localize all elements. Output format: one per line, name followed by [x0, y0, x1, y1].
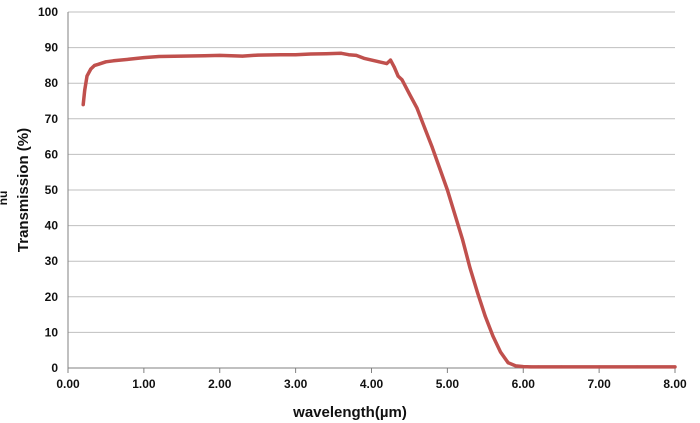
x-tick-label: 5.00: [436, 377, 460, 391]
data-point: [324, 52, 328, 56]
series-layer: [81, 51, 677, 369]
data-point: [468, 266, 472, 270]
data-point: [388, 58, 392, 62]
data-point: [400, 78, 404, 82]
y-tick-label: 90: [45, 41, 59, 55]
data-point: [89, 67, 93, 71]
data-point: [354, 53, 358, 57]
data-point: [430, 145, 434, 149]
y-tick-label: 30: [45, 254, 59, 268]
series-line: [81, 51, 677, 369]
y-tick-label: 0: [51, 361, 58, 375]
x-tick-label: 3.00: [284, 377, 308, 391]
data-point: [536, 365, 540, 369]
data-point: [93, 63, 97, 67]
y-tick-label: 50: [45, 183, 59, 197]
x-tick-label: 4.00: [360, 377, 384, 391]
y-tick-label: 40: [45, 219, 59, 233]
data-point: [453, 213, 457, 217]
data-point: [104, 60, 108, 64]
data-point: [218, 53, 222, 57]
data-point: [483, 314, 487, 318]
data-point: [476, 291, 480, 295]
data-point: [347, 53, 351, 57]
data-point: [377, 60, 381, 64]
y-tick-label: 60: [45, 147, 59, 161]
data-point: [396, 74, 400, 78]
data-point: [309, 52, 313, 56]
x-tick-label: 6.00: [512, 377, 536, 391]
data-point: [445, 188, 449, 192]
data-point: [392, 65, 396, 69]
data-point: [559, 365, 563, 369]
data-point: [81, 103, 85, 107]
data-point: [521, 365, 525, 369]
data-point: [370, 58, 373, 62]
x-tick-label: 2.00: [208, 377, 232, 391]
x-tick-label: 0.00: [56, 377, 80, 391]
data-point: [597, 365, 601, 369]
y-tick-label: 100: [38, 5, 58, 19]
y-tick-label: 70: [45, 112, 59, 126]
data-point: [85, 74, 89, 78]
data-point: [157, 55, 161, 58]
y-tick-label: 20: [45, 290, 59, 304]
data-point: [112, 59, 116, 63]
data-point: [278, 53, 282, 57]
data-point: [339, 51, 343, 55]
data-point: [635, 365, 639, 369]
tick-labels: 0 10 20 30 40 50 60 70 80 90 100 0.00 1.00 2.00 3.00 4.…: [38, 5, 687, 391]
x-axis-title: wavelength(µm): [292, 404, 407, 421]
y-tick-label: 80: [45, 76, 59, 90]
clipped-label: nu: [0, 191, 10, 206]
data-point: [83, 88, 87, 92]
data-point: [385, 62, 389, 66]
data-point: [256, 53, 260, 57]
data-point: [498, 350, 502, 354]
y-axis-title: Transmission (%): [15, 128, 32, 252]
x-tick-label: 7.00: [587, 377, 611, 391]
data-point: [491, 334, 495, 338]
data-point: [142, 56, 146, 60]
data-point: [294, 53, 298, 57]
x-tick-label: 8.00: [663, 377, 687, 391]
data-point: [127, 57, 131, 61]
data-point: [180, 54, 184, 58]
data-point: [514, 364, 518, 368]
y-tick-label: 10: [45, 325, 59, 339]
data-point: [415, 106, 419, 110]
data-point: [461, 238, 465, 242]
data-point: [529, 365, 533, 369]
data-point: [407, 92, 411, 96]
axes: [67, 12, 676, 373]
data-point: [423, 126, 427, 130]
data-point: [203, 54, 207, 58]
data-point: [241, 54, 245, 58]
data-point: [96, 62, 100, 66]
x-tick-label: 1.00: [132, 377, 156, 391]
gridlines: [68, 11, 675, 333]
data-point: [362, 56, 366, 60]
data-point: [438, 167, 442, 171]
data-point: [673, 365, 677, 369]
data-point: [506, 361, 510, 365]
